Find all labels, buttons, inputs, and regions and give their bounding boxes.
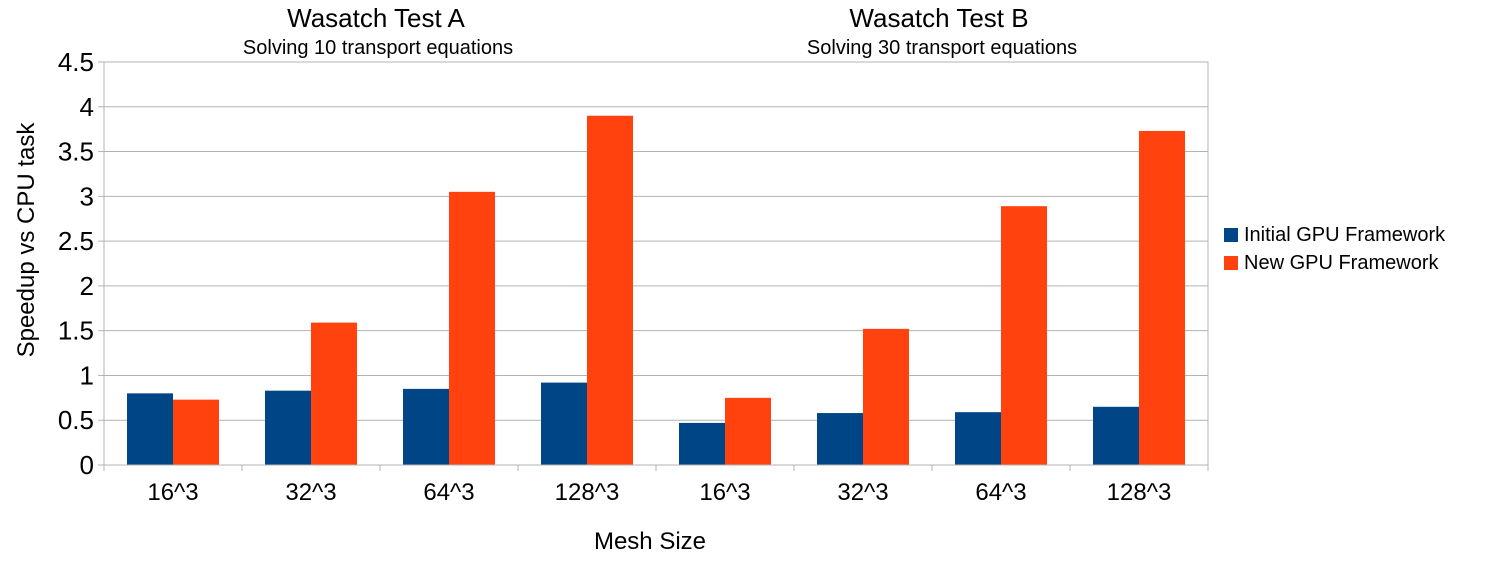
x-tick-label: 16^3 [699, 479, 750, 506]
bar-new [311, 322, 357, 465]
group-subtitle-b: Solving 30 transport equations [807, 37, 1077, 59]
legend-swatch-new [1224, 256, 1238, 270]
bar-initial [265, 390, 311, 465]
legend-item-new: New GPU Framework [1224, 249, 1445, 277]
bar-initial [403, 388, 449, 465]
bar-new [449, 191, 495, 465]
bar-initial [955, 412, 1001, 465]
x-tick-label: 128^3 [1107, 479, 1172, 506]
y-tick-label: 2.5 [58, 226, 94, 256]
bar-initial [817, 413, 863, 465]
group-title-b: Wasatch Test B [849, 3, 1028, 33]
y-tick-label: 4 [80, 92, 94, 122]
legend-label-new: New GPU Framework [1244, 251, 1439, 274]
bar-new [1139, 130, 1185, 466]
bar-initial [127, 393, 173, 465]
x-tick-label: 64^3 [423, 479, 474, 506]
bar-initial [1093, 406, 1139, 465]
x-tick-label: 32^3 [285, 479, 336, 506]
group-subtitle-a: Solving 10 transport equations [243, 37, 513, 59]
y-tick-label: 3 [80, 181, 94, 211]
y-tick-label: 2 [80, 271, 94, 301]
bar-new [173, 399, 219, 465]
y-tick-label: 1 [80, 360, 94, 390]
x-tick-label: 128^3 [555, 479, 620, 506]
y-tick-label: 0.5 [58, 405, 94, 435]
axes: 0 0.5 1 1.5 2 2.5 3 3.5 4 4.5 16^3 32^3 64^3 128^3 16^… [58, 47, 1209, 506]
legend-item-initial: Initial GPU Framework [1224, 221, 1445, 249]
y-axis-title: Speedup vs CPU task [13, 122, 40, 358]
x-tick-label: 16^3 [147, 479, 198, 506]
legend-swatch-initial [1224, 228, 1238, 242]
x-axis-title: Mesh Size [594, 528, 706, 555]
bar-new [1001, 206, 1047, 465]
bar-new [725, 397, 771, 465]
bars [127, 115, 1185, 466]
legend: Initial GPU Framework New GPU Framework [1224, 221, 1445, 277]
y-tick-label: 4.5 [58, 47, 94, 77]
x-tick-label: 32^3 [837, 479, 888, 506]
group-title-a: Wasatch Test A [287, 3, 465, 33]
bar-new [587, 115, 633, 465]
x-tick-label: 64^3 [975, 479, 1026, 506]
bar-new [863, 328, 909, 465]
bar-initial [541, 382, 587, 465]
y-tick-label: 0 [80, 450, 94, 480]
bar-initial [679, 422, 725, 465]
y-tick-label: 3.5 [58, 137, 94, 167]
legend-label-initial: Initial GPU Framework [1244, 223, 1446, 246]
y-tick-label: 1.5 [58, 316, 94, 346]
